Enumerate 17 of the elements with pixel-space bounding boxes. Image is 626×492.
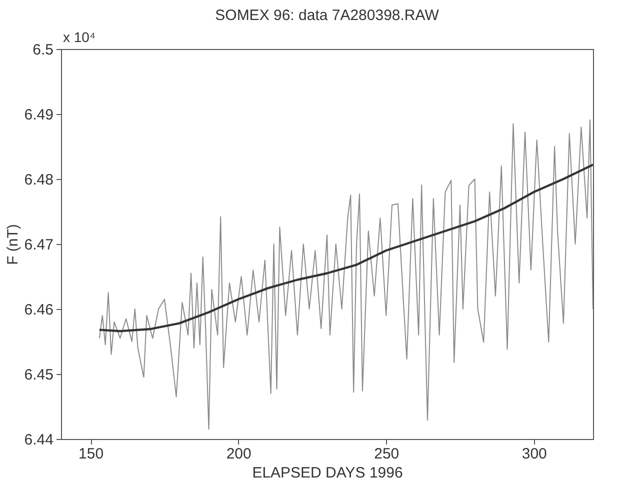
y-tick-label: 6.44 [24,432,54,448]
text: x 10⁴ [63,29,96,45]
line-series [98,164,593,332]
x-tick-label: 300 [522,446,547,462]
x-tick-label: 200 [226,446,252,462]
y-tick-label: 6.49 [24,106,54,124]
y-tick-label: 6.48 [24,172,54,188]
x-tick-label: 250 [374,446,400,462]
x-tick-label: 150 [78,446,104,462]
line-series [98,119,593,430]
y-tick-label: 6.47 [24,236,54,254]
y-tick-label: 6.45 [24,366,54,384]
y-axis-title: F (nT) [4,224,22,265]
y-tick-label: 6.5 [32,42,54,58]
y-tick-label: 6.46 [24,302,54,318]
x-axis-title: ELAPSED DAYS 1996 [252,464,403,482]
chart-title: SOMEX 96: data 7A280398.RAW [215,7,440,24]
